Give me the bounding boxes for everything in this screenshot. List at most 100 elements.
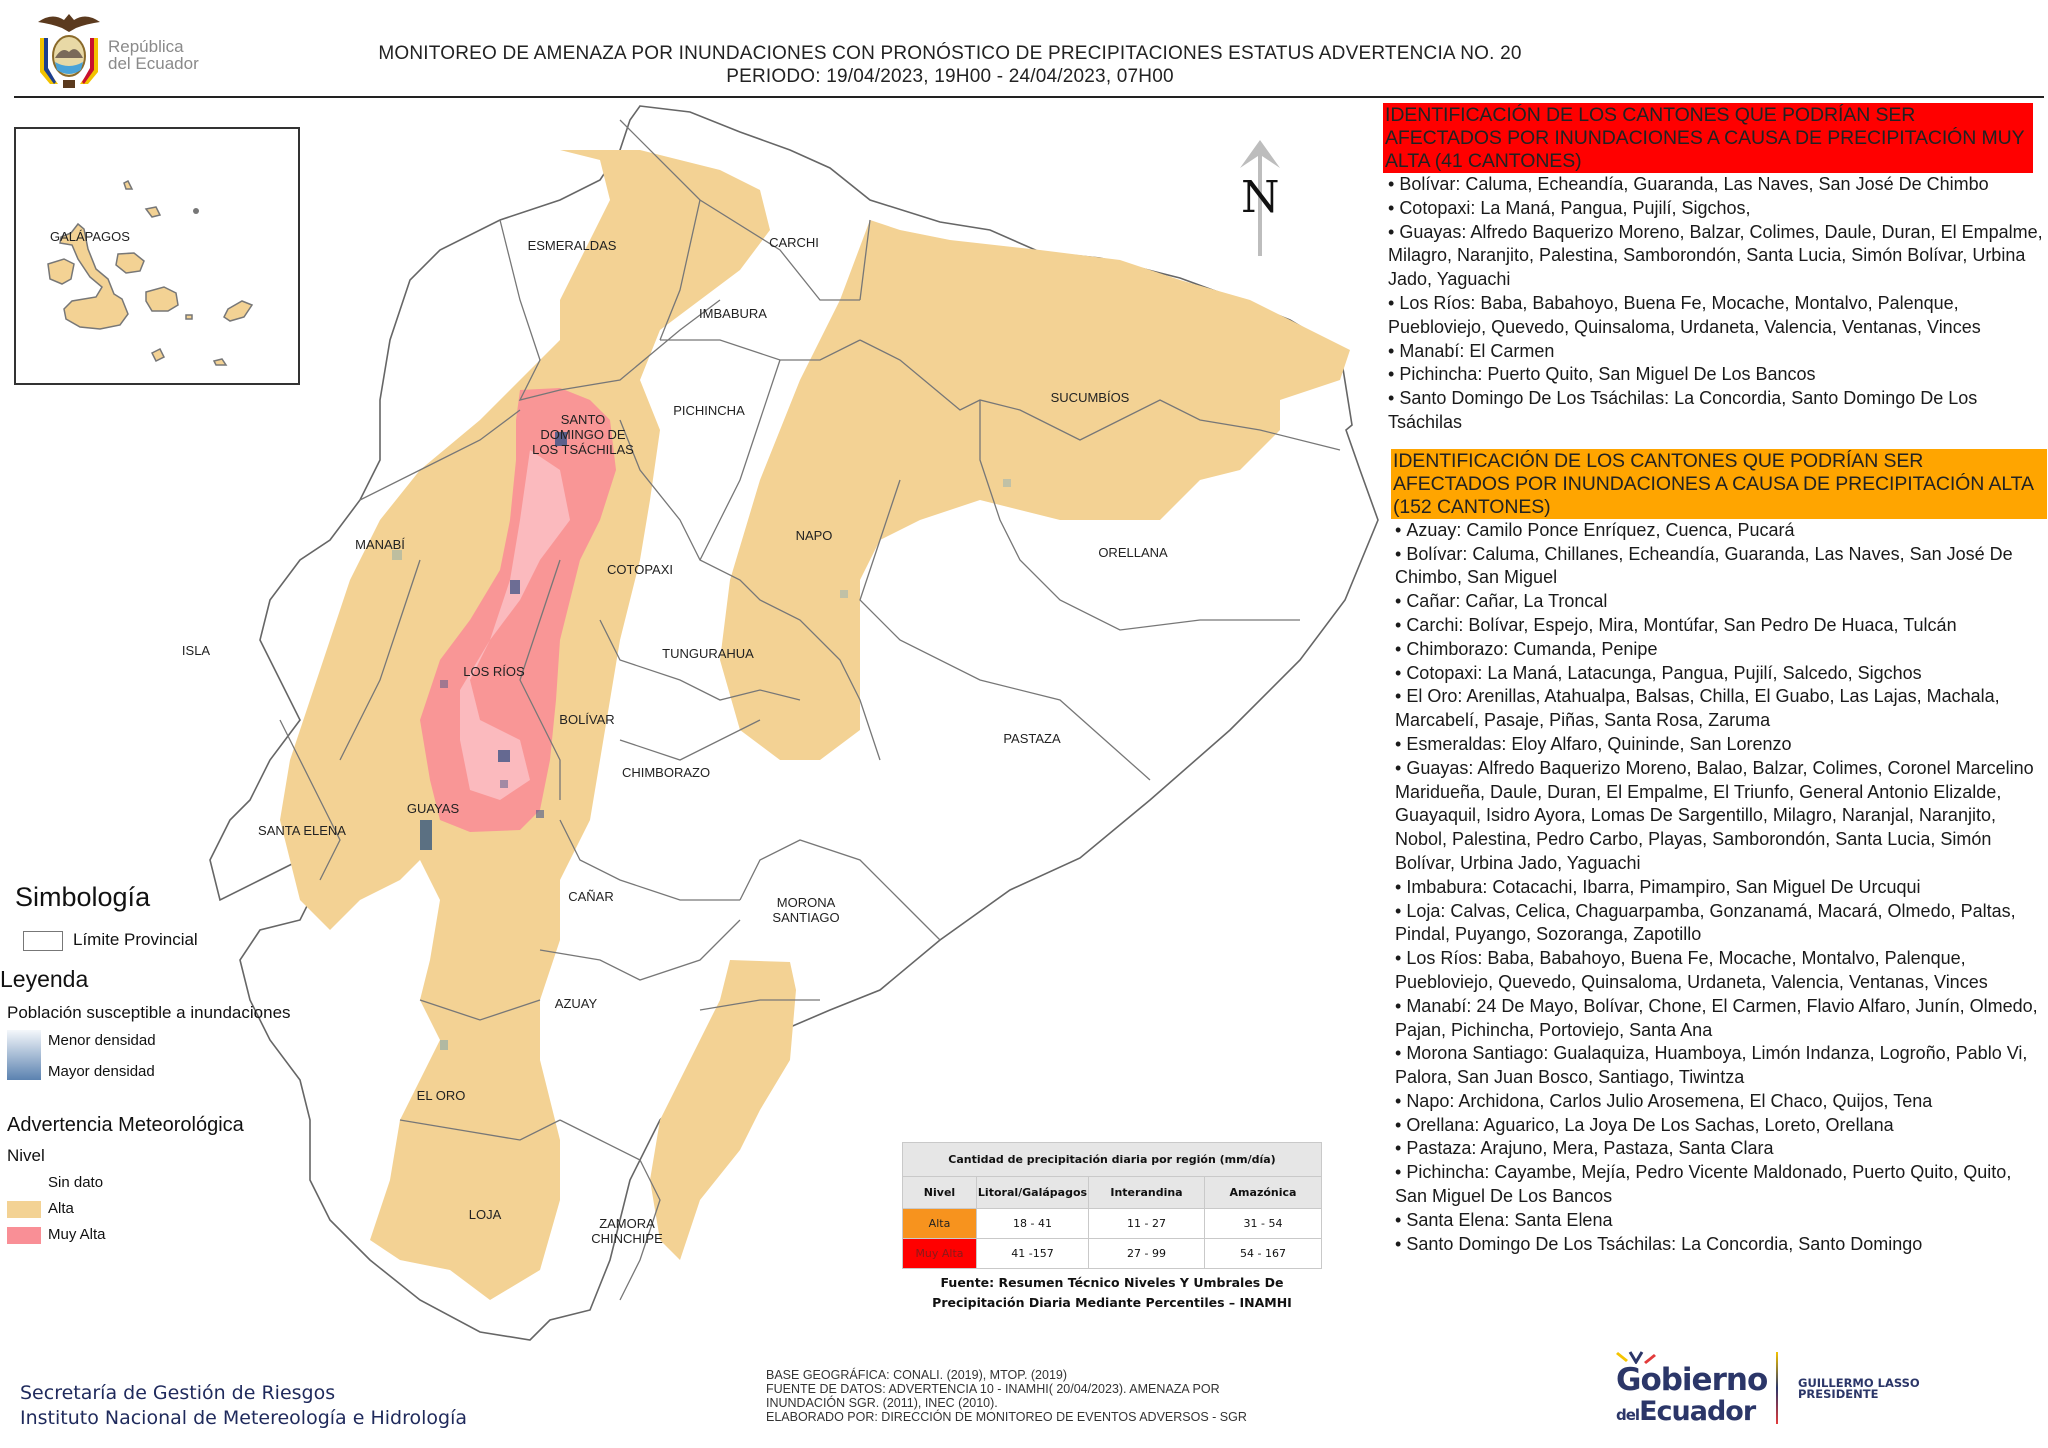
page-title: MONITOREO DE AMENAZA POR INUNDACIONES CO… (300, 42, 1600, 88)
list-item: Loja: Calvas, Celica, Chaguarpamba, Gonz… (1395, 900, 2043, 948)
limite-provincial-label: Límite Provincial (73, 930, 198, 949)
col-amazonica: Amazónica (1204, 1176, 1322, 1209)
province-label: ISLA (181, 643, 211, 658)
list-item: El Oro: Arenillas, Atahualpa, Balsas, Ch… (1395, 685, 2043, 733)
title-period: PERIODO: 19/04/2023, 19H00 - 24/04/2023,… (726, 66, 1174, 87)
list-item: Morona Santiago: Gualaquiza, Huamboya, L… (1395, 1042, 2043, 1090)
logo-text: República del Ecuador (108, 38, 199, 72)
province-label: MANABÍ (355, 537, 405, 552)
precipitation-table: Cantidad de precipitación diaria por reg… (902, 1142, 1322, 1269)
galapagos-islands (47, 179, 254, 366)
province-label: PASTAZA (1003, 731, 1061, 746)
gobierno-text: Gobierno (1616, 1362, 1768, 1398)
logo-text-line2: del Ecuador (108, 54, 199, 73)
province-label: BOLÍVAR (559, 712, 615, 727)
limite-provincial-swatch (23, 931, 63, 951)
list-item: Imbabura: Cotacachi, Ibarra, Pimampiro, … (1395, 876, 2043, 900)
table-source-line1: Fuente: Resumen Técnico Niveles Y Umbral… (940, 1275, 1284, 1290)
muy-alta-heading: IDENTIFICACIÓN DE LOS CANTONES QUE PODRÍ… (1383, 103, 2033, 173)
province-label: IMBABURA (699, 306, 767, 321)
list-item: Los Ríos: Baba, Babahoyo, Buena Fe, Moca… (1388, 292, 2043, 340)
ecuador-coat-of-arms-icon (38, 14, 100, 88)
cell-amazonica: 31 - 54 (1204, 1208, 1322, 1239)
alta-zone-amazon-south (650, 960, 796, 1260)
ecuador-text: Ecuador (1639, 1396, 1756, 1427)
province-label: SANTO DOMINGO DE LOS TSÁCHILAS (532, 412, 634, 457)
mayor-densidad-label: Mayor densidad (48, 1063, 155, 1080)
north-arrow-icon (1240, 140, 1280, 256)
list-item: Manabí: El Carmen (1388, 340, 2043, 364)
list-item: Cotopaxi: La Maná, Latacunga, Pangua, Pu… (1395, 662, 2043, 686)
muy-alta-cantones-list: Bolívar: Caluma, Echeandía, Guaranda, La… (1383, 173, 2043, 435)
province-label: CHIMBORAZO (621, 765, 711, 780)
institution-credits: Secretaría de Gestión de Riesgos Institu… (20, 1381, 467, 1431)
table-source: Fuente: Resumen Técnico Niveles Y Umbral… (902, 1273, 1322, 1313)
list-item: Bolívar: Caluma, Echeandía, Guaranda, La… (1388, 173, 2043, 197)
list-item: Guayas: Alfredo Baquerizo Moreno, Balao,… (1395, 757, 2043, 876)
galapagos-inset: GALÁPAGOS (14, 127, 300, 385)
gobierno-del-ecuador-logo: Gobierno delEcuador GUILLERMO LASSO PRES… (1608, 1350, 1938, 1430)
credit-sgr: Secretaría de Gestión de Riesgos (20, 1382, 336, 1404)
cell-nivel: Alta (902, 1208, 977, 1239)
menor-densidad-label: Menor densidad (48, 1032, 156, 1049)
province-label: TUNGURAHUA (662, 646, 754, 661)
north-label: N (1241, 172, 1280, 223)
alta-heading: IDENTIFICACIÓN DE LOS CANTONES QUE PODRÍ… (1391, 448, 2047, 519)
president-title: PRESIDENTE (1798, 1387, 1879, 1401)
province-label: PICHINCHA (673, 403, 745, 418)
north-arrow: N (1232, 138, 1288, 258)
province-label: GUAYAS (406, 801, 460, 816)
province-label: CAÑAR (568, 889, 614, 904)
logo-text-line1: República (108, 37, 184, 56)
title-line1: MONITOREO DE AMENAZA POR INUNDACIONES CO… (378, 43, 1522, 64)
province-label: NAPO (795, 528, 833, 543)
province-label: EL ORO (416, 1088, 466, 1103)
del-text: del (1616, 1406, 1640, 1424)
list-item: Guayas: Alfredo Baquerizo Moreno, Balzar… (1388, 221, 2043, 292)
province-label: LOJA (468, 1207, 502, 1222)
level-alta-label: Alta (48, 1200, 74, 1217)
list-item: Bolívar: Caluma, Chillanes, Echeandía, G… (1395, 543, 2043, 591)
list-item: Los Ríos: Baba, Babahoyo, Buena Fe, Moca… (1395, 947, 2043, 995)
republica-del-ecuador-logo: República del Ecuador (30, 8, 230, 92)
simbologia-title: Simbología (15, 882, 151, 912)
cell-nivel: Muy Alta (902, 1238, 977, 1269)
province-label: ZAMORA CHINCHIPE (591, 1216, 663, 1246)
province-label: CARCHI (769, 235, 819, 250)
list-item: Santo Domingo De Los Tsáchilas: La Conco… (1395, 1233, 2043, 1257)
list-item: Orellana: Aguarico, La Joya De Los Sacha… (1395, 1114, 2043, 1138)
list-item: Santa Elena: Santa Elena (1395, 1209, 2043, 1233)
population-density-dots (392, 432, 1011, 1050)
header-divider (14, 96, 2044, 98)
list-item: Cotopaxi: La Maná, Pangua, Pujilí, Sigch… (1388, 197, 2043, 221)
table-row: Alta 18 - 41 11 - 27 31 - 54 (902, 1208, 1322, 1239)
precipitation-table-block: Cantidad de precipitación diaria por reg… (902, 1142, 1322, 1313)
nivel-label: Nivel (7, 1146, 45, 1165)
cell-interandina: 11 - 27 (1088, 1208, 1205, 1239)
galapagos-label: GALÁPAGOS (50, 229, 130, 244)
level-sin-dato-label: Sin dato (48, 1174, 104, 1191)
list-item: Napo: Archidona, Carlos Julio Arosemena,… (1395, 1090, 2043, 1114)
list-item: Azuay: Camilo Ponce Enríquez, Cuenca, Pu… (1395, 519, 2043, 543)
table-row: Muy Alta 41 -157 27 - 99 54 - 167 (902, 1238, 1322, 1269)
province-label: AZUAY (554, 996, 598, 1011)
list-item: Carchi: Bolívar, Espejo, Mira, Montúfar,… (1395, 614, 2043, 638)
chevron-logo-icon (1616, 1351, 1656, 1364)
level-alta-swatch (7, 1201, 41, 1218)
credit-inamhi: Instituto Nacional de Metereología e Hid… (20, 1407, 467, 1429)
province-label: MORONA SANTIAGO (772, 895, 840, 925)
del-ecuador-text: delEcuador (1616, 1396, 1756, 1427)
president-block: GUILLERMO LASSO PRESIDENTE (1798, 1377, 1920, 1401)
list-item: Cañar: Cañar, La Troncal (1395, 590, 2043, 614)
level-muy-alta-swatch (7, 1227, 41, 1244)
province-label: SUCUMBÍOS (1050, 390, 1130, 405)
cantones-panel: IDENTIFICACIÓN DE LOS CANTONES QUE PODRÍ… (1383, 103, 2047, 1257)
alta-zone-amazon-north (720, 220, 1350, 760)
leyenda-title: Leyenda (0, 966, 89, 992)
data-sources: BASE GEOGRÁFICA: CONALI. (2019), MTOP. (… (766, 1368, 1247, 1424)
map-canvas (209, 105, 1379, 1341)
list-item: Pichincha: Cayambe, Mejía, Pedro Vicente… (1395, 1161, 2043, 1209)
table-title: Cantidad de precipitación diaria por reg… (902, 1142, 1322, 1177)
logo-separator (1776, 1352, 1778, 1424)
province-label: LOS RÍOS (463, 664, 525, 679)
